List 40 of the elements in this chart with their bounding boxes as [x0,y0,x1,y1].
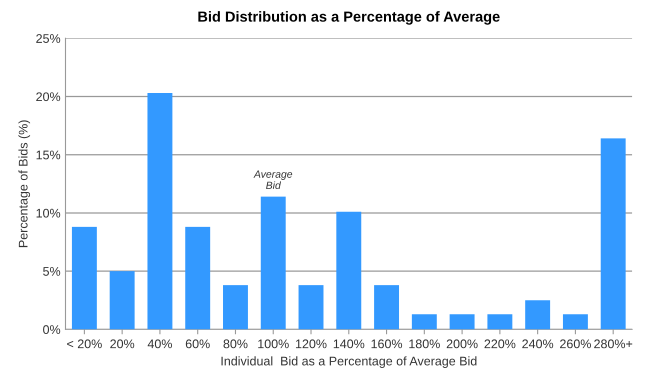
x-tick-label: 180% [409,339,440,348]
y-tick-label: 25% [36,34,60,43]
x-tick-label: 200% [446,339,478,348]
bar [374,285,400,330]
bar [110,271,135,330]
bar [450,314,475,330]
x-tick-label: 160% [372,339,402,348]
x-tick-label: 60% [186,339,210,348]
y-tick-label: 10% [36,208,60,218]
x-tick-label: 140% [334,339,364,348]
bar [185,226,210,330]
annotation: Average Bid [253,170,292,190]
y-tick-label: 20% [36,92,60,102]
x-tick-label: 40% [148,339,172,348]
bar [223,285,248,330]
x-tick-label: 260% [560,339,591,348]
bar [336,212,362,330]
x-tick-label: 120% [296,339,327,348]
bar [147,93,172,330]
x-tick-label: < 20% [67,339,102,348]
y-tick-label: 15% [36,150,60,160]
x-tick-label: 220% [484,339,516,348]
bar [72,226,97,330]
bar [487,314,512,330]
x-axis-title: Individual Bid as a Percentage of Average Bid [222,356,476,368]
x-tick-label: 100% [258,339,289,348]
bar [298,285,324,330]
y-tick-label: 5% [43,267,60,276]
x-tick-label: 240% [522,339,554,348]
x-tick-label: 80% [224,339,248,348]
x-tick-label: 280%+ [594,339,632,348]
bar [412,314,437,330]
bar [260,196,286,330]
bar [562,314,588,330]
y-axis-title: Percentage of Bids (%) [18,120,30,248]
y-tick-label: 0% [43,325,60,334]
bar [525,300,550,330]
bar [600,138,626,330]
chart-title: Bid Distribution as a Percentage of Average [198,11,500,25]
x-tick-label: 20% [110,339,134,348]
